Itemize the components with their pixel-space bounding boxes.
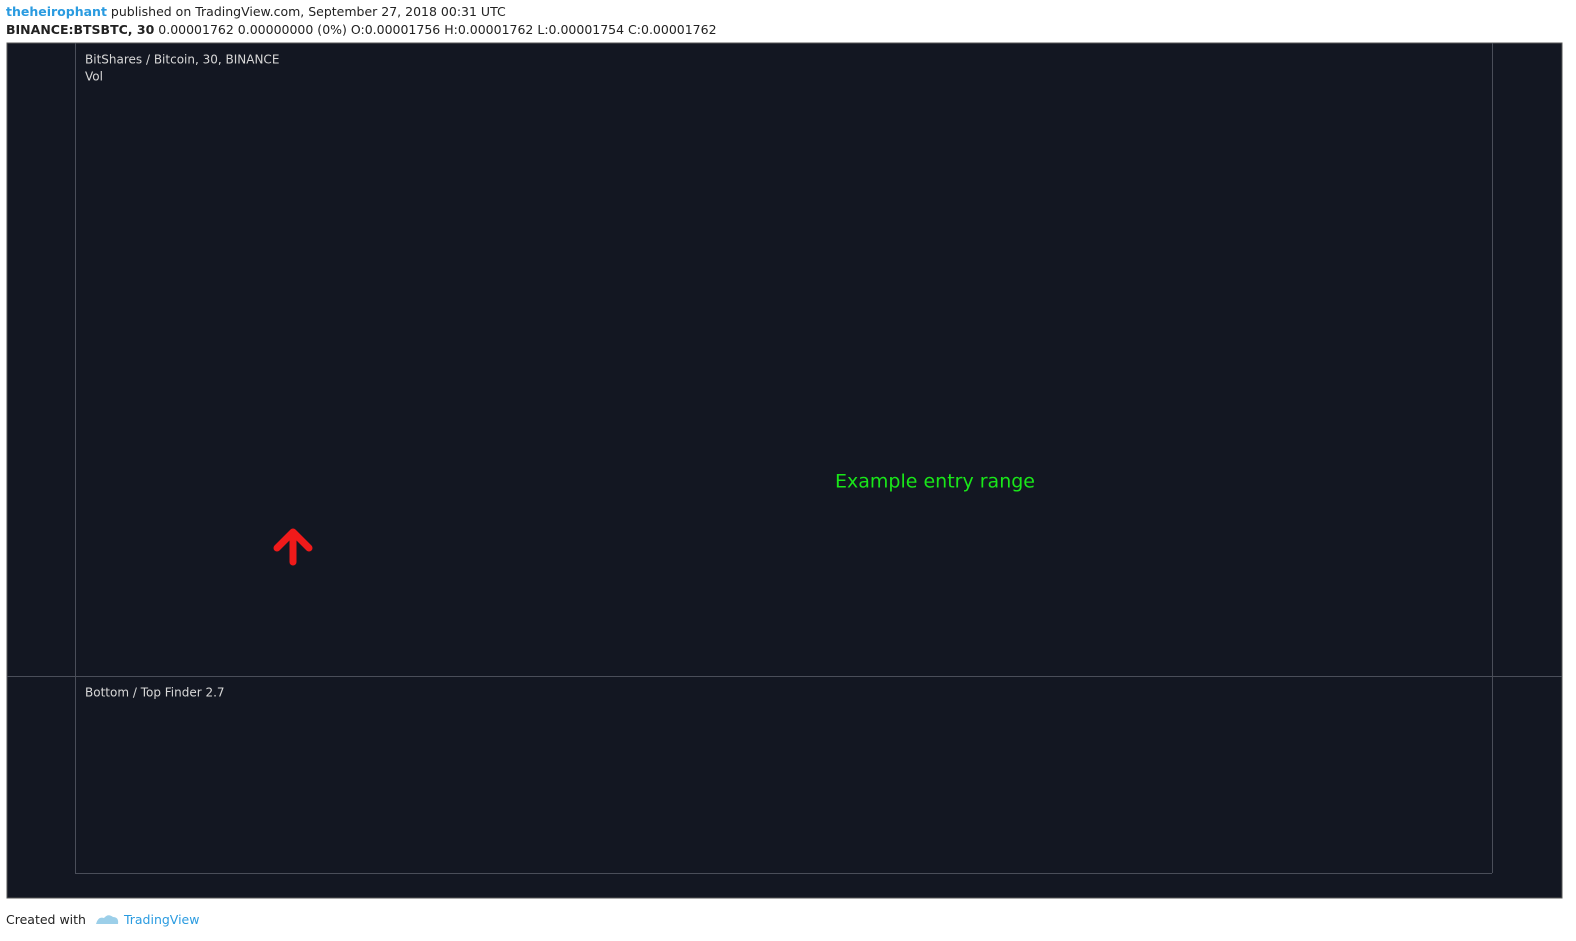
brand[interactable]: TradingView [123,912,200,927]
published: published on TradingView.com, September … [110,4,506,19]
chart: BitShares / Bitcoin, 30, BINANCE Vol Bot… [6,42,1563,899]
logo [95,915,119,924]
arrow [273,528,313,566]
author[interactable]: theheirophant [6,4,107,19]
volume-label: Vol [85,70,103,84]
indicator-title: Bottom / Top Finder 2.7 [85,686,225,700]
publish-line: theheirophant published on TradingView.c… [6,4,506,19]
footer: Created with TradingView [6,910,199,927]
created-with: Created with [6,912,86,927]
chart-title: BitShares / Bitcoin, 30, BINANCE [85,53,279,67]
quote-line: BINANCE:BTSBTC, 30 0.00001762 0.00000000… [6,22,717,37]
symbol: BINANCE:BTSBTC, 30 [6,22,155,37]
annotation: Example entry range [835,471,1035,493]
chart-background [6,42,1563,899]
quote: 0.00001762 0.00000000 (0%) O:0.00001756 … [158,22,717,37]
